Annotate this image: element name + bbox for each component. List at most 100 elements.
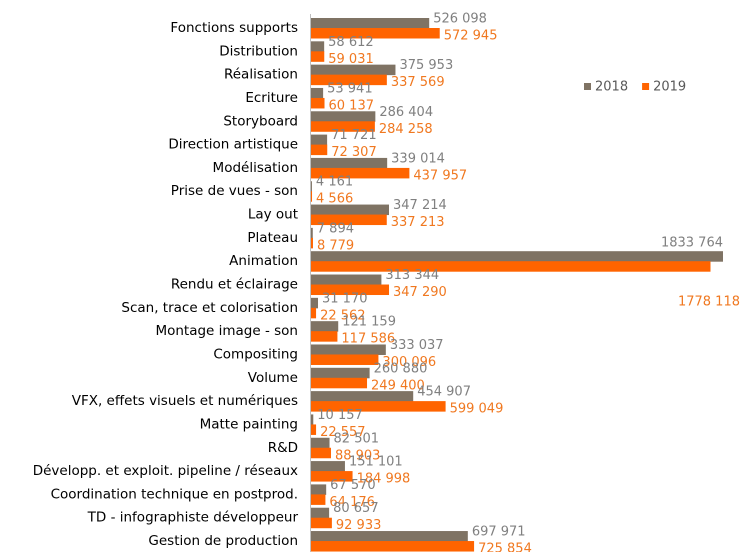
value-label: 599 049 <box>450 402 504 417</box>
category-label: Scan, trace et colorisation <box>121 300 298 316</box>
value-label: 337 569 <box>391 75 445 90</box>
value-label: 8 779 <box>317 238 354 253</box>
value-label: 10 157 <box>317 408 363 423</box>
value-label: 53 941 <box>327 81 373 96</box>
bar <box>311 64 396 76</box>
bar <box>311 321 339 332</box>
bar <box>311 157 388 169</box>
value-label: 4 566 <box>316 192 353 207</box>
value-label: 82 501 <box>334 431 380 446</box>
bar <box>311 237 313 249</box>
bar <box>311 204 390 216</box>
value-label: 284 258 <box>379 122 433 137</box>
category-label: Prise de vues - son <box>171 183 298 199</box>
bar <box>311 274 382 286</box>
category-label: Compositing <box>213 346 298 362</box>
value-label: 725 854 <box>478 542 532 552</box>
bar <box>311 484 327 495</box>
bar <box>311 74 387 86</box>
bar <box>311 377 368 389</box>
value-label: 80 657 <box>333 501 379 516</box>
bar <box>311 541 475 552</box>
category-label: R&D <box>268 440 298 456</box>
value-label: 260 880 <box>374 361 428 376</box>
category-label: VFX, effets visuels et numériques <box>72 393 298 409</box>
category-label: Fonctions supports <box>170 20 298 36</box>
bar <box>311 227 313 239</box>
bar <box>311 261 711 272</box>
value-label: 4 161 <box>316 175 353 190</box>
value-label: 300 096 <box>382 355 436 370</box>
bar <box>311 51 325 62</box>
category-label: Distribution <box>219 43 298 59</box>
bar <box>311 494 326 505</box>
value-label: 59 031 <box>328 52 374 67</box>
legend-label: 2018 <box>595 80 628 95</box>
value-label: 313 344 <box>385 268 439 283</box>
bar <box>311 41 325 52</box>
category-label: Animation <box>229 253 298 269</box>
category-label: TD - infographiste développeur <box>87 510 299 526</box>
bar <box>311 191 313 202</box>
value-label: 151 101 <box>349 455 403 470</box>
legend-swatch <box>584 83 591 90</box>
bar <box>311 414 314 425</box>
bar <box>311 18 430 29</box>
category-label: Gestion de production <box>148 533 298 549</box>
bar <box>311 284 390 296</box>
category-label: Plateau <box>247 230 298 246</box>
bar <box>311 214 387 226</box>
value-label: 71 721 <box>331 128 377 143</box>
value-label: 88 903 <box>335 448 381 463</box>
bar <box>311 134 328 146</box>
value-label: 22 557 <box>320 425 366 440</box>
bar <box>311 97 325 109</box>
value-label: 572 945 <box>444 29 498 44</box>
value-label: 58 612 <box>328 35 374 50</box>
value-label: 286 404 <box>379 105 433 120</box>
legend-swatch <box>642 83 650 90</box>
value-label: 60 137 <box>329 98 375 113</box>
value-label: 67 570 <box>330 478 376 493</box>
value-label: 339 014 <box>391 151 445 166</box>
bar <box>311 424 317 435</box>
category-label: Direction artistique <box>168 137 298 153</box>
value-label: 249 400 <box>371 378 425 393</box>
value-label: 72 307 <box>331 145 377 160</box>
value-label: 526 098 <box>433 12 487 27</box>
value-label: 117 586 <box>341 332 395 347</box>
bar <box>311 461 345 472</box>
bar <box>311 111 376 122</box>
bar <box>311 531 468 542</box>
bar <box>311 297 319 309</box>
category-label: Matte painting <box>200 416 298 432</box>
value-label: 22 562 <box>320 308 366 323</box>
value-label: 31 170 <box>322 291 368 306</box>
category-label: Développ. et exploit. pipeline / réseaux <box>33 463 298 479</box>
bar <box>311 307 317 319</box>
bar <box>311 331 338 342</box>
bar <box>311 121 375 132</box>
value-label: 92 933 <box>336 518 382 533</box>
value-label: 1778 118 <box>678 295 740 310</box>
bar <box>311 87 324 99</box>
value-label: 184 998 <box>357 472 411 487</box>
category-label: Modélisation <box>213 160 298 176</box>
value-label: 64 176 <box>329 495 375 510</box>
category-label: Ecriture <box>245 90 298 106</box>
bar <box>311 517 332 529</box>
bar <box>311 181 312 192</box>
category-label: Volume <box>248 370 298 386</box>
bar <box>311 507 330 519</box>
bar <box>311 354 379 365</box>
bar <box>311 367 370 379</box>
value-label: 7 894 <box>317 221 354 236</box>
bar <box>311 447 331 459</box>
value-label: 333 037 <box>390 338 444 353</box>
value-label: 697 971 <box>472 525 526 540</box>
value-label: 121 159 <box>342 315 396 330</box>
value-label: 437 957 <box>413 168 467 183</box>
category-label: Rendu et éclairage <box>171 277 298 293</box>
bar <box>311 167 410 179</box>
